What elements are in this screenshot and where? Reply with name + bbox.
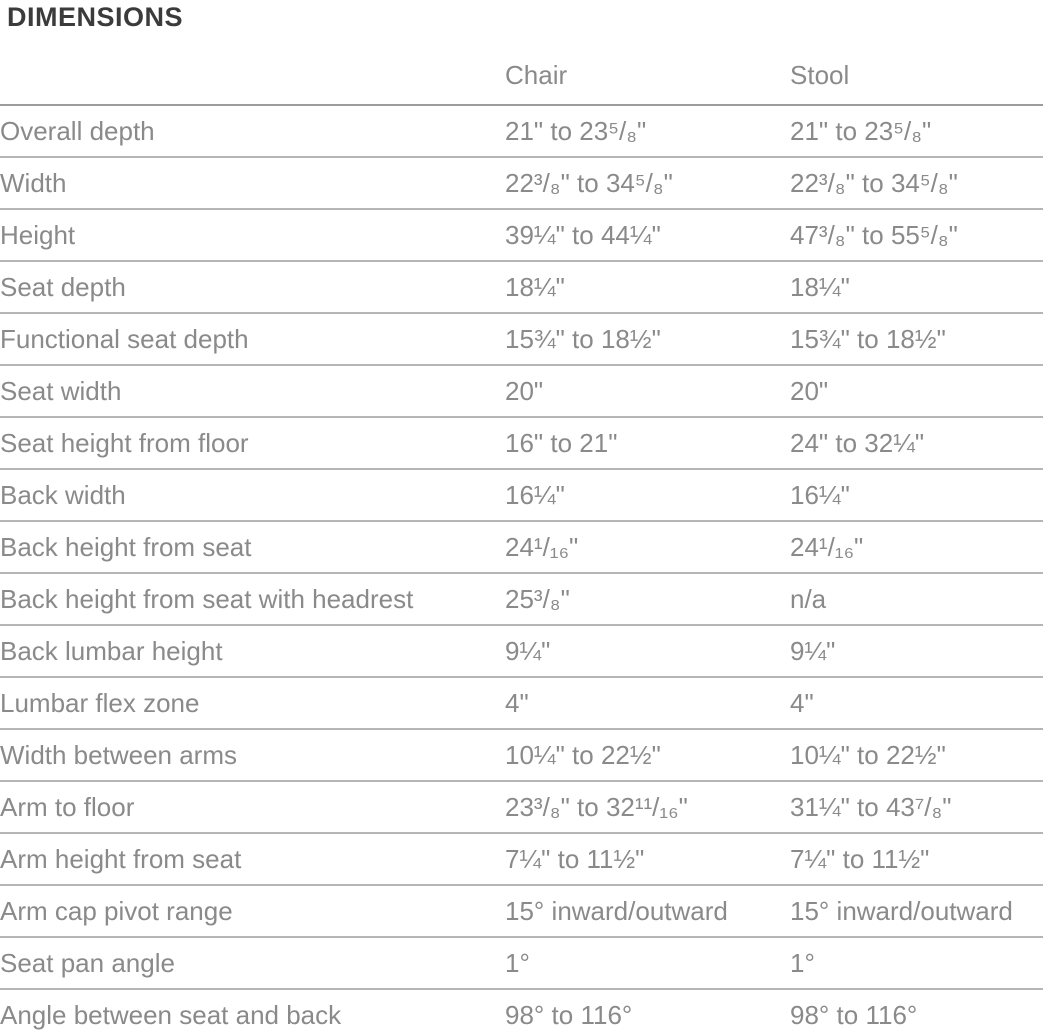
table-row: Height 39¼" to 44¼" 47³/₈" to 55⁵/₈"	[0, 209, 1043, 262]
table-row: Angle between seat and back 98° to 116° …	[0, 989, 1043, 1030]
stool-value: 31¼" to 43⁷/₈"	[790, 781, 1043, 834]
table-row: Overall depth 21" to 23⁵/₈" 21" to 23⁵/₈…	[0, 105, 1043, 158]
row-label: Seat width	[0, 365, 505, 418]
row-label: Arm cap pivot range	[0, 885, 505, 938]
page-title: DIMENSIONS	[7, 2, 184, 32]
chair-value: 7¼" to 11½"	[505, 833, 790, 886]
stool-value: 10¼" to 22½"	[790, 729, 1043, 782]
row-label: Back lumbar height	[0, 625, 505, 678]
row-label: Arm height from seat	[0, 833, 505, 886]
stool-value: 15° inward/outward	[790, 885, 1043, 938]
table-row: Functional seat depth 15¾" to 18½" 15¾" …	[0, 313, 1043, 366]
stool-value: 16¼"	[790, 469, 1043, 522]
stool-value: 18¼"	[790, 261, 1043, 314]
chair-value: 20"	[505, 365, 790, 418]
table-row: Back lumbar height 9¼" 9¼"	[0, 625, 1043, 678]
row-label: Lumbar flex zone	[0, 677, 505, 730]
chair-value: 25³/₈"	[505, 573, 790, 626]
chair-value: 18¼"	[505, 261, 790, 314]
chair-value: 21" to 23⁵/₈"	[505, 105, 790, 158]
stool-value: n/a	[790, 573, 1043, 626]
row-label: Angle between seat and back	[0, 989, 505, 1030]
table-row: Back width 16¼" 16¼"	[0, 469, 1043, 522]
stool-value: 21" to 23⁵/₈"	[790, 105, 1043, 158]
chair-value: 39¼" to 44¼"	[505, 209, 790, 262]
row-label: Seat height from floor	[0, 417, 505, 470]
table-row: Back height from seat with headrest 25³/…	[0, 573, 1043, 626]
chair-value: 1°	[505, 937, 790, 990]
row-label: Width	[0, 157, 505, 210]
row-label: Seat depth	[0, 261, 505, 314]
stool-value: 1°	[790, 937, 1043, 990]
header-row: Chair Stool	[0, 31, 1043, 106]
stool-value: 15¾" to 18½"	[790, 313, 1043, 366]
chair-value: 4"	[505, 677, 790, 730]
column-header-chair: Chair	[505, 31, 790, 106]
table-row: Seat height from floor 16" to 21" 24" to…	[0, 417, 1043, 470]
stool-value: 24¹/₁₆"	[790, 521, 1043, 574]
stool-value: 47³/₈" to 55⁵/₈"	[790, 209, 1043, 262]
row-label: Back height from seat with headrest	[0, 573, 505, 626]
stool-value: 24" to 32¼"	[790, 417, 1043, 470]
table-row: Back height from seat 24¹/₁₆" 24¹/₁₆"	[0, 521, 1043, 574]
chair-value: 98° to 116°	[505, 989, 790, 1030]
table-row: Width between arms 10¼" to 22½" 10¼" to …	[0, 729, 1043, 782]
chair-value: 15¾" to 18½"	[505, 313, 790, 366]
chair-value: 15° inward/outward	[505, 885, 790, 938]
table-row: Lumbar flex zone 4" 4"	[0, 677, 1043, 730]
chair-value: 22³/₈" to 34⁵/₈"	[505, 157, 790, 210]
table-row: Seat width 20" 20"	[0, 365, 1043, 418]
row-label: Seat pan angle	[0, 937, 505, 990]
row-label: Width between arms	[0, 729, 505, 782]
row-label: Functional seat depth	[0, 313, 505, 366]
chair-value: 16¼"	[505, 469, 790, 522]
stool-value: 20"	[790, 365, 1043, 418]
stool-value: 9¼"	[790, 625, 1043, 678]
row-label: Back height from seat	[0, 521, 505, 574]
chair-value: 16" to 21"	[505, 417, 790, 470]
stool-value: 22³/₈" to 34⁵/₈"	[790, 157, 1043, 210]
row-label: Back width	[0, 469, 505, 522]
table-row: Arm cap pivot range 15° inward/outward 1…	[0, 885, 1043, 938]
stool-value: 7¼" to 11½"	[790, 833, 1043, 886]
stool-value: 4"	[790, 677, 1043, 730]
row-label: Height	[0, 209, 505, 262]
table-row: Arm to floor 23³/₈" to 32¹¹/₁₆" 31¼" to …	[0, 781, 1043, 834]
chair-value: 23³/₈" to 32¹¹/₁₆"	[505, 781, 790, 834]
row-label: Arm to floor	[0, 781, 505, 834]
dimensions-table: Chair Stool Overall depth 21" to 23⁵/₈" …	[0, 31, 1043, 1030]
column-header-stool: Stool	[790, 31, 1043, 106]
chair-value: 9¼"	[505, 625, 790, 678]
chair-value: 24¹/₁₆"	[505, 521, 790, 574]
table-row: Seat pan angle 1° 1°	[0, 937, 1043, 990]
stool-value: 98° to 116°	[790, 989, 1043, 1030]
table-row: Width 22³/₈" to 34⁵/₈" 22³/₈" to 34⁵/₈"	[0, 157, 1043, 210]
chair-value: 10¼" to 22½"	[505, 729, 790, 782]
row-label: Overall depth	[0, 105, 505, 158]
table-row: Seat depth 18¼" 18¼"	[0, 261, 1043, 314]
header-spacer	[0, 31, 505, 106]
table-row: Arm height from seat 7¼" to 11½" 7¼" to …	[0, 833, 1043, 886]
